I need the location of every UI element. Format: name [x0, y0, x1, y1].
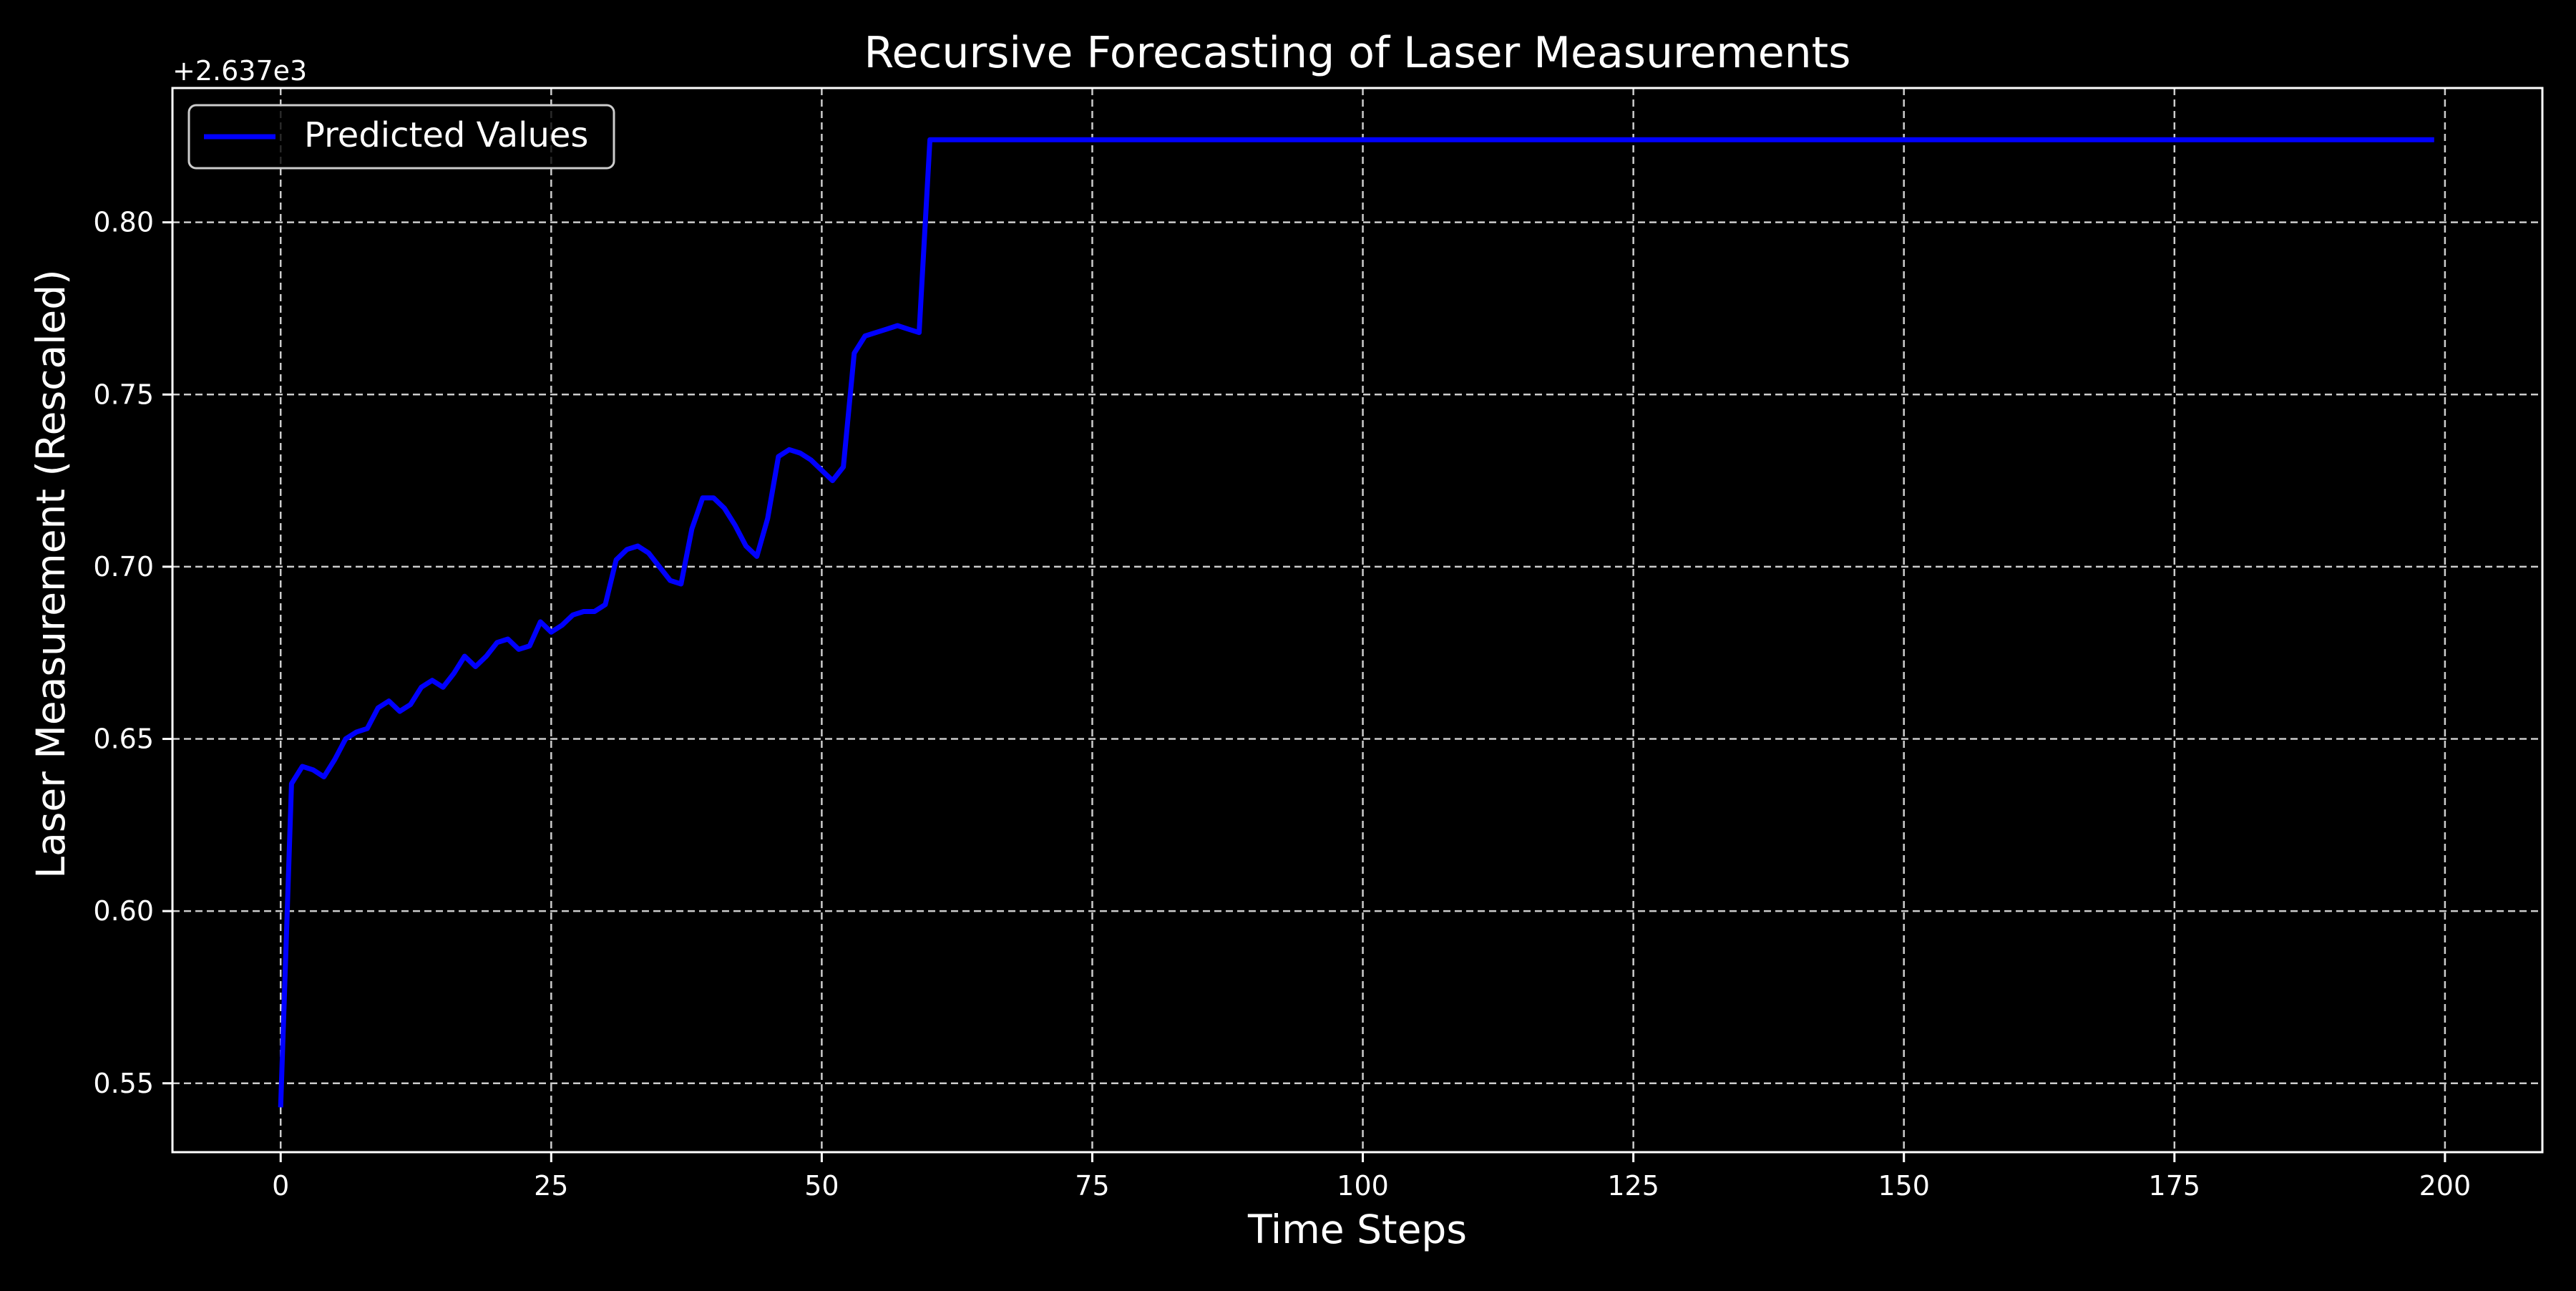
y-tick-label: 0.60: [93, 895, 154, 927]
x-tick-label: 150: [1878, 1170, 1930, 1202]
x-tick-label: 50: [804, 1170, 839, 1202]
x-tick-label: 0: [272, 1170, 289, 1202]
x-tick-label: 25: [534, 1170, 568, 1202]
legend: Predicted Values: [187, 104, 615, 170]
series-group: [278, 137, 2434, 1108]
x-tick-label: 100: [1337, 1170, 1389, 1202]
y-tick-label: 0.55: [93, 1068, 154, 1099]
y-tick-label: 0.75: [93, 379, 154, 410]
y-axis-label: Laser Measurement (Rescaled): [28, 269, 74, 878]
y-tick-label: 0.70: [93, 551, 154, 583]
series-line-predicted-values: [278, 137, 2434, 1108]
y-tick-label: 0.80: [93, 207, 154, 238]
axis-ticks: 0 25 50 75 100 125 150 175 200 0.55 0.60 0.65 0.70 0.…: [93, 207, 2471, 1202]
y-axis-offset-label: +2.637e3: [172, 55, 307, 87]
x-tick-label: 75: [1075, 1170, 1109, 1202]
grid-lines: [172, 88, 2542, 1152]
x-tick-label: 175: [2149, 1170, 2201, 1202]
x-tick-label: 125: [1607, 1170, 1659, 1202]
x-axis-label: Time Steps: [1247, 1207, 1467, 1252]
chart-title: Recursive Forecasting of Laser Measureme…: [864, 28, 1851, 78]
x-tick-label: 200: [2419, 1170, 2472, 1202]
y-tick-label: 0.65: [93, 724, 154, 755]
plot-frame: [171, 87, 2544, 1154]
legend-label: Predicted Values: [304, 115, 588, 155]
legend-box: [187, 104, 615, 170]
